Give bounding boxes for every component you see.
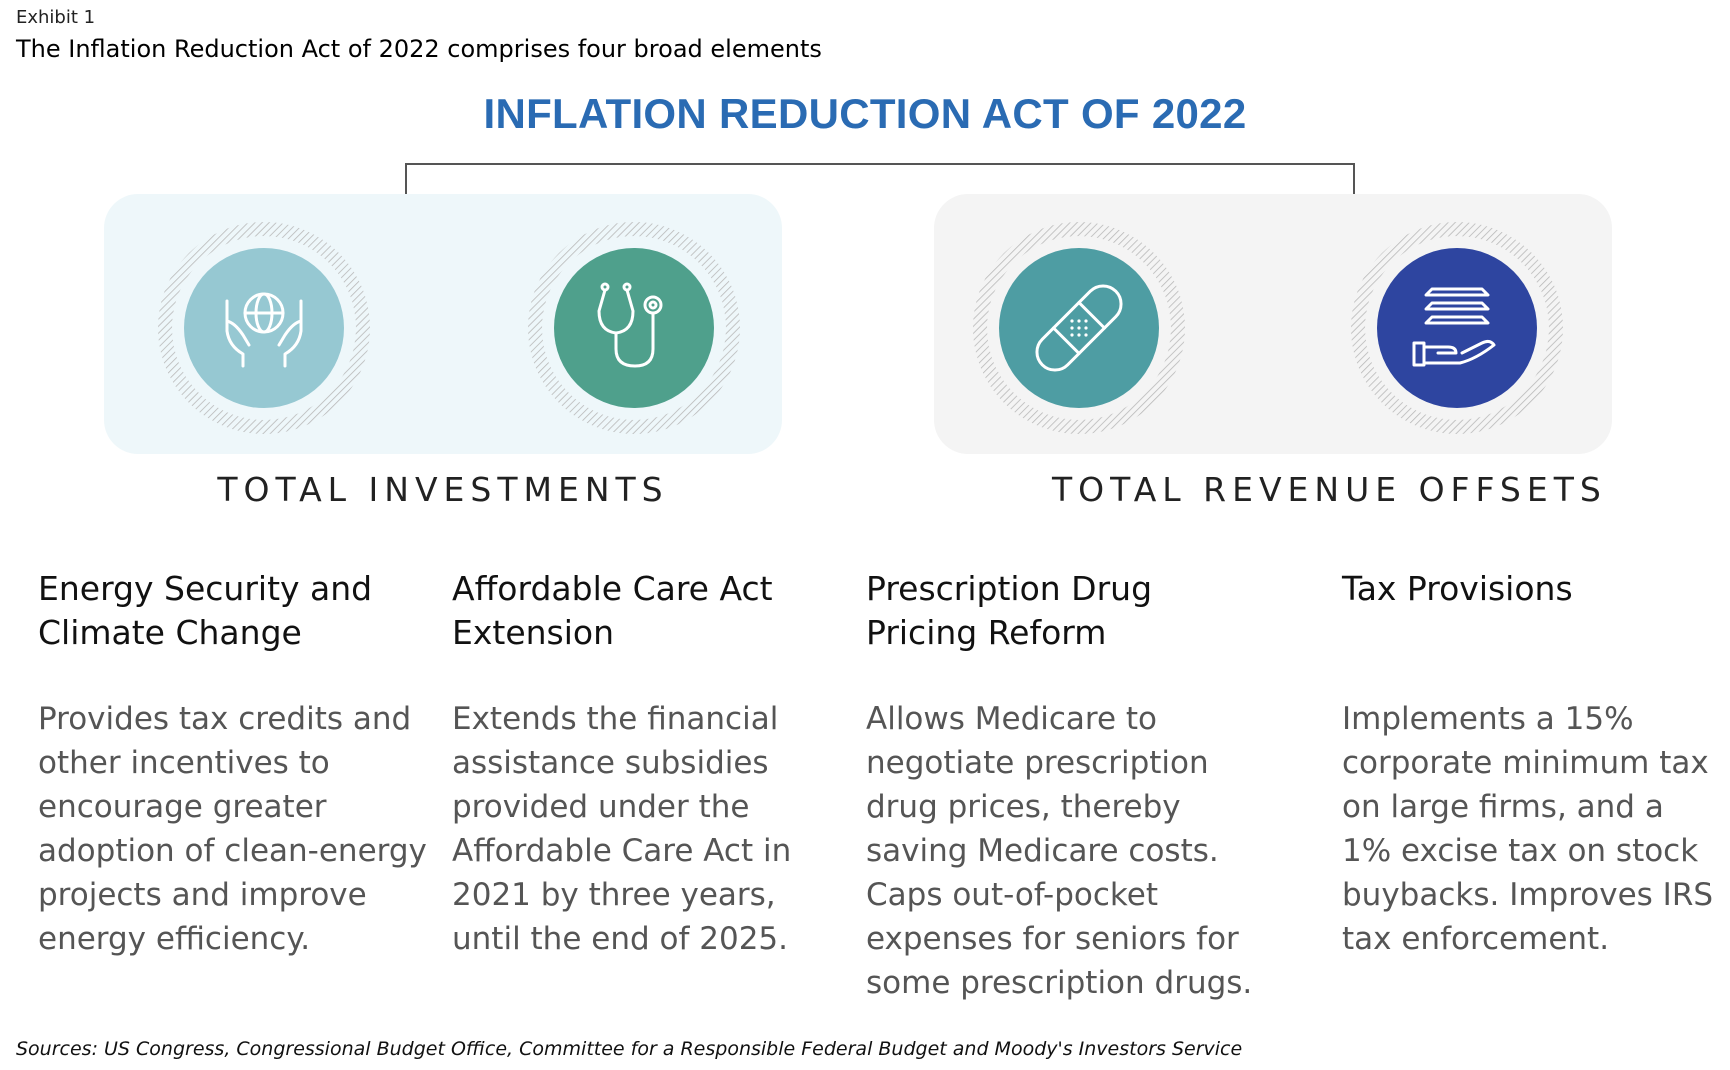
group-label-investments: TOTAL INVESTMENTS xyxy=(217,470,669,509)
stethoscope-icon xyxy=(527,221,741,435)
element-description: Extends the financial assistance subsidi… xyxy=(452,701,792,957)
element-description: Provides tax credits and other incentive… xyxy=(38,701,427,957)
group-label-revenue-offsets: TOTAL REVENUE OFFSETS xyxy=(1052,470,1607,509)
element-aca-extension: Affordable Care Act Extension Extends th… xyxy=(452,567,852,957)
exhibit-label: Exhibit 1 xyxy=(16,7,96,28)
element-title: Prescription Drug Pricing Reform xyxy=(866,569,1153,652)
element-description: Allows Medicare to negotiate prescriptio… xyxy=(866,701,1253,1001)
hand-money-icon xyxy=(1350,221,1564,435)
element-title: Energy Security and Climate Change xyxy=(38,569,373,652)
exhibit-title: The Inflation Reduction Act of 2022 comp… xyxy=(16,35,822,63)
element-title: Tax Provisions xyxy=(1342,569,1573,608)
hands-globe-icon xyxy=(157,221,371,435)
element-tax-provisions: Tax Provisions Implements a 15% corporat… xyxy=(1342,567,1722,957)
element-energy-security: Energy Security and Climate Change Provi… xyxy=(38,567,438,957)
element-drug-pricing: Prescription Drug Pricing Reform Allows … xyxy=(866,567,1266,1001)
element-title: Affordable Care Act Extension xyxy=(452,569,773,652)
element-description: Implements a 15% corporate minimum tax o… xyxy=(1342,701,1714,957)
diagram-title: INFLATION REDUCTION ACT OF 2022 xyxy=(483,90,1247,137)
sources-note: Sources: US Congress, Congressional Budg… xyxy=(16,1038,1243,1060)
bandage-icon xyxy=(972,221,1186,435)
